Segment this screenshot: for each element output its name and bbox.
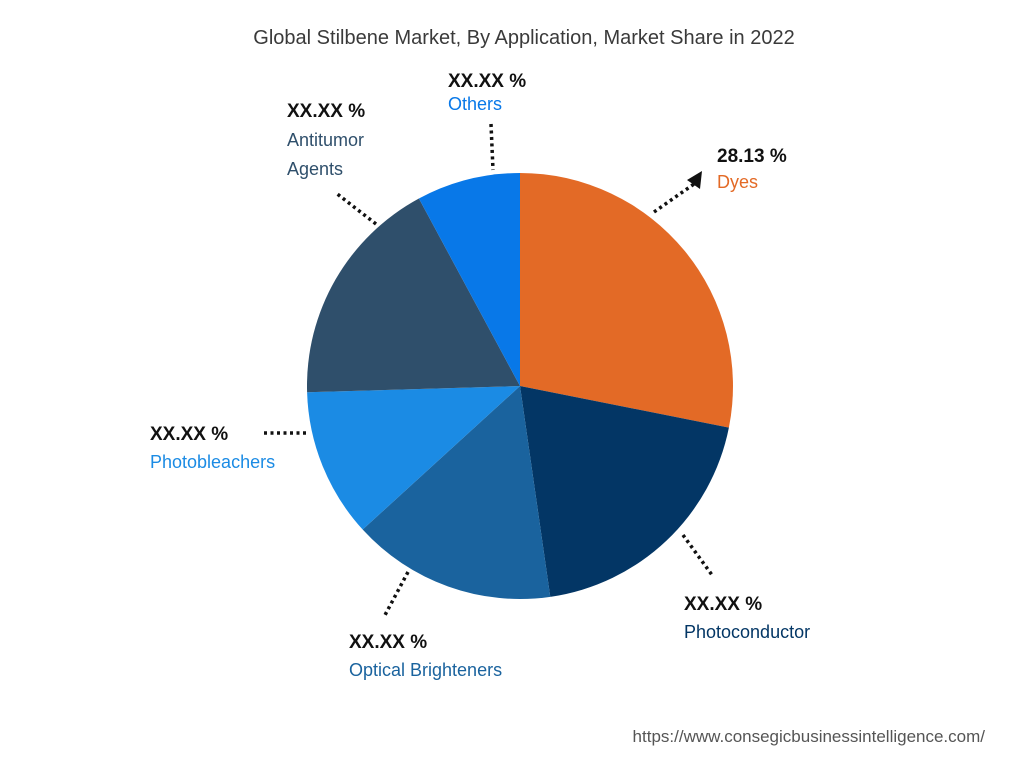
leader-line-optical-brighteners <box>383 571 410 616</box>
data-label-dyes-value: 28.13 % <box>717 146 787 167</box>
data-label-others-name: Others <box>448 94 502 114</box>
data-label-dyes-name: Dyes <box>717 172 758 192</box>
data-label-others-value: XX.XX % <box>448 71 526 92</box>
chart-title: Global Stilbene Market, By Application, … <box>253 27 794 49</box>
pie-slice-dyes <box>520 173 733 428</box>
data-label-antitumor-agents-line1: Antitumor <box>287 130 364 150</box>
leader-line-dyes <box>652 182 696 214</box>
data-label-photobleachers-value: XX.XX % <box>150 424 228 445</box>
pie-slice-photoconductor <box>520 386 729 597</box>
arrow-head-icon <box>687 171 702 189</box>
pie-slice-optical-brighteners <box>362 386 551 600</box>
pie-slice-photobleachers <box>307 386 520 530</box>
pie-slice-antitumor-agents <box>306 198 520 393</box>
data-label-optical-brighteners-value: XX.XX % <box>349 632 427 653</box>
data-label-antitumor-agents-line2: Agents <box>287 159 343 179</box>
leader-line-photoconductor <box>681 533 714 577</box>
pie-slice-others <box>418 173 520 386</box>
data-labels: 28.13 % Dyes XX.XX % Photoconductor XX.X… <box>150 71 810 680</box>
data-label-photoconductor-name: Photoconductor <box>684 622 810 642</box>
data-label-antitumor-agents-name: Antitumor Agents <box>287 130 369 179</box>
data-label-photobleachers-name: Photobleachers <box>150 452 275 472</box>
pie-slices <box>306 173 733 600</box>
leader-lines <box>262 123 714 616</box>
data-label-optical-brighteners-name: Optical Brighteners <box>349 660 502 680</box>
data-label-photoconductor-value: XX.XX % <box>684 594 762 615</box>
data-label-antitumor-agents-value: XX.XX % <box>287 101 365 122</box>
leader-line-antitumor-agents <box>334 191 378 226</box>
leader-line-others <box>489 123 495 171</box>
source-url: https://www.consegicbusinessintelligence… <box>633 727 986 746</box>
